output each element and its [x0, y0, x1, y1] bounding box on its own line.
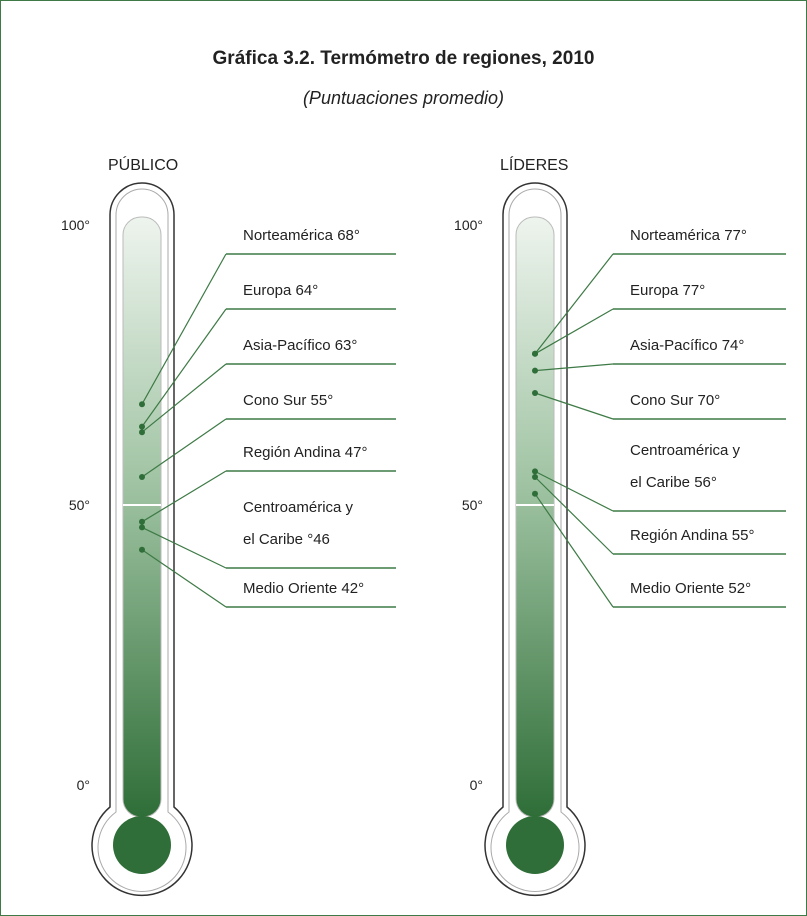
data-point	[532, 350, 538, 357]
value-label: 63°	[334, 337, 358, 354]
data-label: Cono Sur 55°	[243, 385, 333, 417]
bulb	[113, 816, 171, 874]
leader-line	[534, 476, 614, 555]
y-tick-label: 50°	[462, 497, 483, 513]
category-label: Europa	[630, 282, 679, 299]
leader-line	[534, 308, 614, 355]
data-label: Centroamérica y el Caribe °46	[243, 492, 355, 556]
data-label: Región Andina 55°	[630, 520, 754, 552]
y-tick-label: 50°	[69, 497, 90, 513]
data-point	[532, 490, 538, 497]
category-label: Centroamérica y el Caribe	[630, 442, 741, 491]
data-point	[139, 423, 145, 430]
leader-line	[534, 392, 614, 420]
leader-line	[141, 526, 227, 569]
leader-line	[141, 470, 227, 523]
bulb	[506, 816, 564, 874]
value-label: 77°	[724, 227, 747, 244]
value-label: 52°	[728, 580, 752, 597]
category-label: Europa	[243, 282, 292, 299]
leader-line	[534, 493, 614, 608]
value-label: 68°	[337, 227, 360, 244]
category-label: Asia-Pacífico	[630, 337, 718, 354]
leader-line	[141, 418, 227, 478]
y-tick-label: 100°	[61, 217, 90, 233]
data-label: Europa 77°	[630, 275, 705, 307]
leader-line	[141, 308, 227, 427]
data-point	[139, 518, 145, 525]
category-label: Norteamérica	[243, 227, 334, 244]
y-tick-label: 0°	[77, 777, 90, 793]
data-label: Asia-Pacífico 63°	[243, 330, 357, 362]
data-point	[139, 401, 145, 408]
data-label: Europa 64°	[243, 275, 318, 307]
data-label: Cono Sur 70°	[630, 385, 720, 417]
data-point	[532, 367, 538, 374]
category-label: Centroamérica y el Caribe	[243, 499, 354, 548]
data-point	[139, 546, 145, 553]
leader-line	[534, 363, 614, 372]
value-label: 42°	[341, 580, 365, 597]
panel-title: PÚBLICO	[108, 157, 179, 174]
leader-line	[141, 363, 227, 433]
value-label: 55°	[310, 392, 334, 409]
y-tick-label: 100°	[454, 217, 483, 233]
data-point	[139, 474, 145, 480]
value-label: 74°	[721, 337, 745, 354]
value-label: °46	[307, 531, 330, 548]
category-label: Asia-Pacífico	[243, 337, 331, 354]
value-label: 77°	[682, 282, 706, 299]
y-tick-label: 0°	[470, 777, 483, 793]
category-label: Región Andina	[630, 527, 728, 544]
tube	[122, 216, 162, 818]
tube	[515, 216, 555, 818]
category-label: Medio Oriente	[243, 580, 338, 597]
data-label: Región Andina 47°	[243, 437, 367, 469]
value-label: 64°	[295, 282, 319, 299]
data-label: Norteamérica 68°	[243, 220, 360, 252]
category-label: Norteamérica	[630, 227, 721, 244]
value-label: 56°	[694, 474, 717, 491]
leader-line	[141, 253, 227, 405]
leader-line	[141, 549, 227, 608]
data-label: Norteamérica 77°	[630, 220, 747, 252]
value-label: 55°	[731, 527, 755, 544]
category-label: Cono Sur	[243, 392, 307, 409]
data-point	[139, 429, 145, 436]
data-label: Medio Oriente 52°	[630, 573, 751, 605]
data-label: Centroamérica y el Caribe 56°	[630, 435, 742, 499]
data-point	[139, 524, 145, 531]
data-point	[532, 390, 538, 396]
chart-title: Gráfica 3.2. Termómetro de regiones, 201…	[212, 48, 595, 69]
category-label: Región Andina	[243, 444, 341, 461]
value-label: 47°	[344, 444, 368, 461]
chart-subtitle: (Puntuaciones promedio)	[302, 88, 505, 108]
category-label: Cono Sur	[630, 392, 694, 409]
thermometer-inner	[97, 188, 187, 892]
leader-line	[534, 253, 614, 355]
thermometer-inner	[490, 188, 580, 892]
leader-line	[534, 470, 614, 512]
data-label: Asia-Pacífico 74°	[630, 330, 744, 362]
data-point	[532, 468, 538, 475]
panel-title: LÍDERES	[500, 157, 569, 174]
data-label: Medio Oriente 42°	[243, 573, 364, 605]
category-label: Medio Oriente	[630, 580, 725, 597]
data-point	[532, 474, 538, 480]
value-label: 70°	[697, 392, 721, 409]
